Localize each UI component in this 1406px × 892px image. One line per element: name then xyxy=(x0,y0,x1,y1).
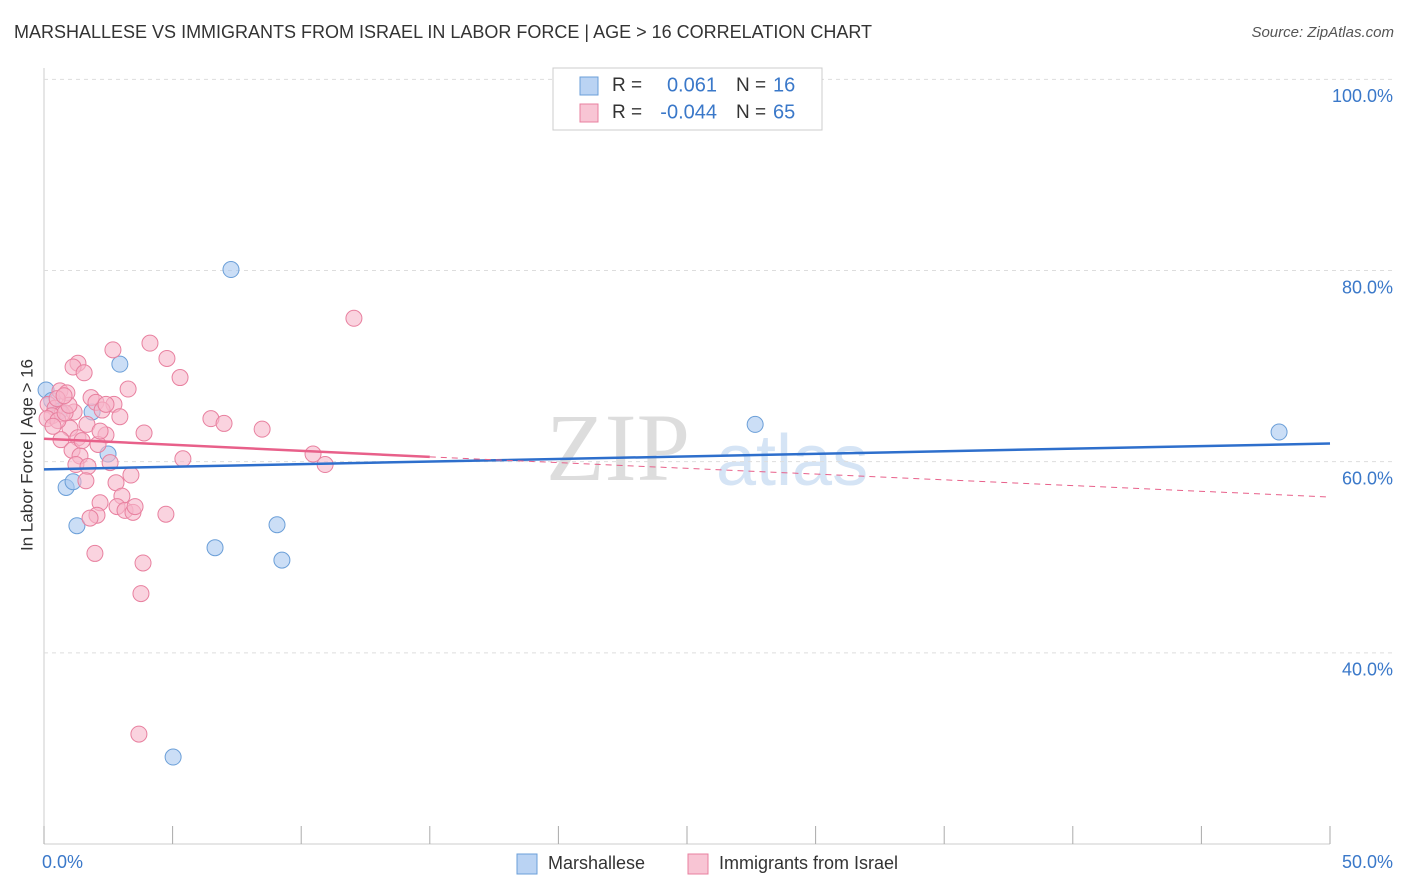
legend-swatch xyxy=(516,853,538,875)
point xyxy=(215,414,233,432)
stat-label: R = xyxy=(612,75,642,96)
point xyxy=(171,369,189,387)
stat-label: N = xyxy=(736,102,766,123)
n-value: 65 xyxy=(773,101,795,123)
point xyxy=(97,395,115,413)
point xyxy=(206,539,224,557)
y-tick-label: 40.0% xyxy=(1342,660,1393,680)
point xyxy=(55,387,73,405)
point xyxy=(222,261,240,279)
watermark: atlas xyxy=(716,421,868,501)
point xyxy=(174,450,192,468)
point xyxy=(134,554,152,572)
legend: R = 0.061 N = 16 Marshallese R = -0.044 N = 65 Im… xyxy=(516,74,898,875)
point xyxy=(101,454,119,472)
plot-area xyxy=(37,78,1394,844)
point xyxy=(119,380,137,398)
source: Source: ZipAtlas.com xyxy=(1251,24,1394,41)
point xyxy=(135,424,153,442)
point xyxy=(81,509,99,527)
point xyxy=(77,472,95,490)
point xyxy=(141,334,159,352)
legend-swatch xyxy=(579,103,599,123)
point xyxy=(132,585,150,603)
stat-label: N = xyxy=(736,75,766,96)
point xyxy=(164,748,182,766)
point xyxy=(253,420,271,438)
legend-swatch xyxy=(687,853,709,875)
point xyxy=(345,309,363,327)
legend-swatch xyxy=(579,76,599,96)
watermark: ZIP xyxy=(546,394,690,501)
point xyxy=(273,551,291,569)
x-tick-label: 50.0% xyxy=(1342,852,1393,872)
point xyxy=(746,415,764,433)
x-tick-label: 0.0% xyxy=(42,852,83,872)
point xyxy=(268,516,286,534)
n-value: 16 xyxy=(773,74,795,96)
point xyxy=(158,349,176,367)
point xyxy=(126,498,144,516)
legend-label: Marshallese xyxy=(548,853,645,873)
point xyxy=(1270,423,1288,441)
stat-label: R = xyxy=(612,102,642,123)
y-tick-label: 80.0% xyxy=(1342,277,1393,297)
chart-title: MARSHALLESE VS IMMIGRANTS FROM ISRAEL IN… xyxy=(14,22,872,42)
point xyxy=(91,422,109,440)
trend-line xyxy=(43,437,430,459)
y-tick-label: 60.0% xyxy=(1342,468,1393,488)
point xyxy=(75,364,93,382)
y-axis-label: In Labor Force | Age > 16 xyxy=(17,359,36,551)
point xyxy=(68,517,86,535)
point xyxy=(157,505,175,523)
r-value: 0.061 xyxy=(667,74,717,96)
point xyxy=(130,725,148,743)
r-value: -0.044 xyxy=(660,101,717,123)
point xyxy=(79,457,97,475)
point xyxy=(111,408,129,426)
point xyxy=(86,544,104,562)
point xyxy=(104,341,122,359)
trend-line xyxy=(429,456,1331,498)
trend-line xyxy=(43,442,1331,471)
point xyxy=(122,466,140,484)
point xyxy=(44,417,62,435)
legend-label: Immigrants from Israel xyxy=(719,853,898,873)
point xyxy=(111,355,129,373)
y-tick-label: 100.0% xyxy=(1332,86,1393,106)
